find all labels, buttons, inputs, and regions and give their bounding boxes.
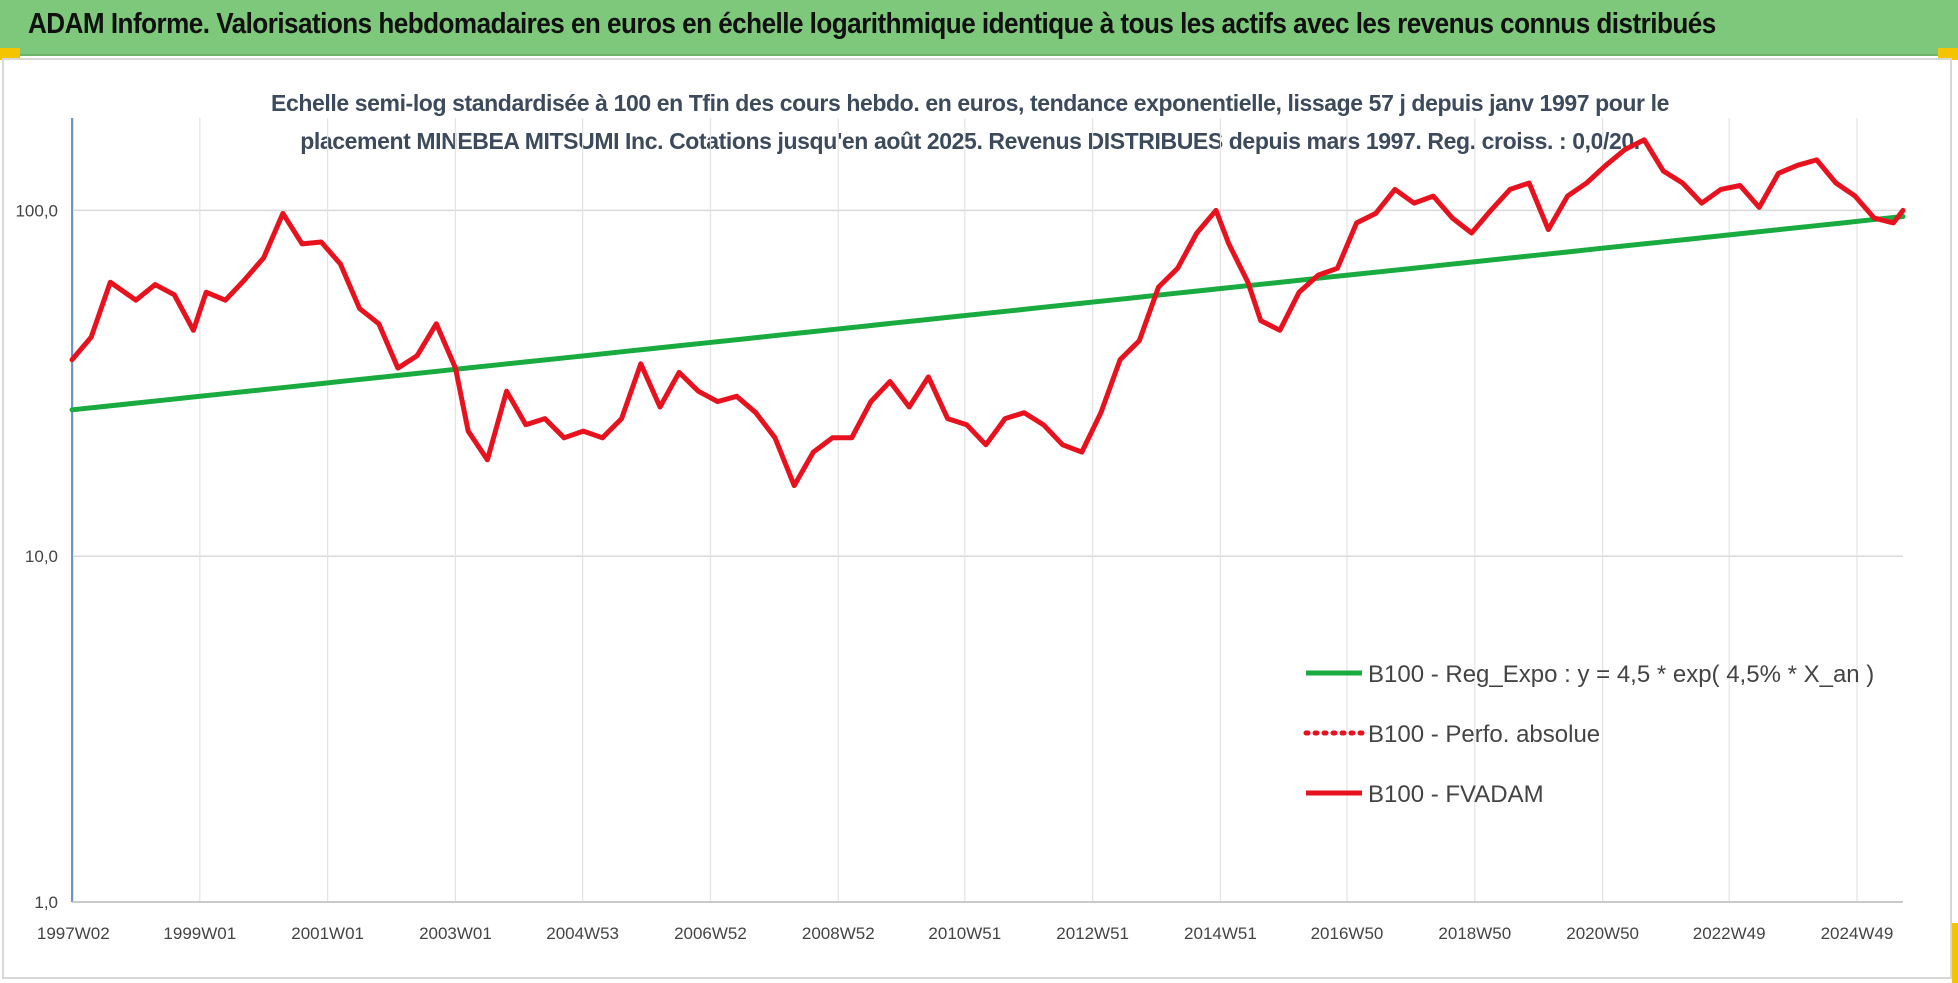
- x-tick-label: 2003W01: [419, 924, 492, 943]
- x-tick-label: 2014W51: [1184, 924, 1257, 943]
- y-tick-label: 100,0: [15, 201, 58, 220]
- x-tick-label: 2020W50: [1566, 924, 1639, 943]
- x-tick-label: 2001W01: [291, 924, 364, 943]
- x-tick-label: 2024W49: [1821, 924, 1894, 943]
- legend-label-0: B100 - Reg_Expo : y = 4,5 * exp( 4,5% * …: [1368, 661, 1874, 688]
- series-line-0: [69, 214, 1906, 413]
- x-tick-label: 2004W53: [546, 924, 619, 943]
- header-banner: ADAM Informe. Valorisations hebdomadaire…: [0, 0, 1958, 56]
- series-layer: [69, 137, 1906, 489]
- corner-marker-bottom-right: [1952, 923, 1958, 983]
- chart-frame: [2, 58, 1952, 979]
- corner-marker-top-left: [0, 48, 20, 60]
- legend: B100 - Reg_Expo : y = 4,5 * exp( 4,5% * …: [1303, 661, 1874, 808]
- x-tick-label: 2010W51: [928, 924, 1001, 943]
- grid-lines: [72, 118, 1903, 903]
- x-tick-label: 1999W01: [163, 924, 236, 943]
- legend-label-2: B100 - FVADAM: [1368, 781, 1544, 808]
- axes: 1,0 10,0 100,0 1997W02 1999W01 2001W01 2003W01…: [15, 118, 1903, 943]
- series-line-2: [69, 137, 1906, 489]
- x-tick-label: 1997W02: [37, 924, 110, 943]
- x-tick-label: 2008W52: [802, 924, 875, 943]
- legend-label-1: B100 - Perfo. absolue: [1368, 721, 1600, 748]
- report-title: ADAM Informe. Valorisations hebdomadaire…: [28, 8, 1716, 40]
- chart-title-line1: Echelle semi-log standardisée à 100 en T…: [271, 90, 1669, 116]
- y-tick-label: 1,0: [34, 893, 58, 912]
- chart-title-line2: placement MINEBEA MITSUMI Inc. Cotations…: [300, 128, 1640, 154]
- y-tick-label: 10,0: [25, 547, 58, 566]
- x-tick-label: 2012W51: [1056, 924, 1129, 943]
- chart-title: Echelle semi-log standardisée à 100 en T…: [120, 84, 1820, 160]
- x-tick-label: 2016W50: [1311, 924, 1384, 943]
- x-tick-label: 2018W50: [1438, 924, 1511, 943]
- corner-marker-top-right: [1938, 48, 1958, 60]
- x-tick-label: 2022W49: [1693, 924, 1766, 943]
- x-tick-label: 2006W52: [674, 924, 747, 943]
